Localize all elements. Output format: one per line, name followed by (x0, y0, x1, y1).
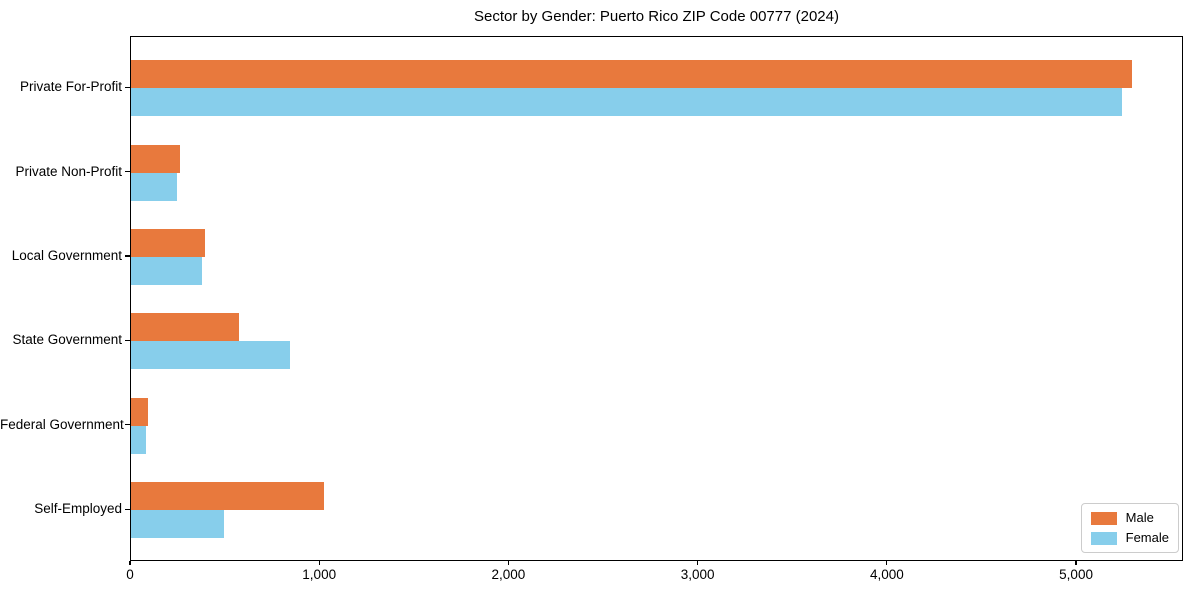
x-axis-tick (318, 561, 320, 565)
legend-entry-female: Female (1090, 530, 1169, 545)
y-axis-label-local-government: Local Government (11, 248, 122, 263)
x-axis-label-4-000: 4,000 (869, 567, 904, 582)
legend-label-male: Male (1125, 510, 1154, 525)
bar-female-private-for-profit (131, 88, 1122, 117)
bar-female-federal-government (131, 425, 146, 454)
x-axis-label-0: 0 (126, 567, 134, 582)
x-axis-tick (1075, 561, 1077, 565)
x-axis-tick (697, 561, 699, 565)
bar-female-self-employed (131, 510, 224, 539)
y-axis-tick (125, 255, 130, 257)
bar-male-local-government (131, 228, 205, 257)
bar-group-private-non-profit (131, 130, 1182, 214)
legend-entry-male: Male (1090, 510, 1169, 525)
bar-male-private-for-profit (131, 60, 1132, 89)
bar-female-state-government (131, 341, 290, 370)
y-axis-tick (125, 424, 130, 426)
bar-group-federal-government (131, 384, 1182, 468)
bar-male-state-government (131, 313, 239, 342)
y-axis-label-private-for-profit: Private For-Profit (19, 79, 122, 95)
x-axis-tick (886, 561, 888, 565)
bar-male-private-non-profit (131, 144, 181, 173)
bar-male-federal-government (131, 397, 148, 426)
bar-group-local-government (131, 215, 1182, 299)
y-axis-tick (125, 86, 130, 88)
x-axis-tick (129, 561, 131, 565)
legend-swatch-male (1090, 511, 1117, 525)
y-axis-label-private-non-profit: Private Non-Profit (15, 163, 122, 179)
y-axis-label-federal-government: Federal Government (0, 416, 124, 432)
plot-area: Male Female (130, 36, 1183, 561)
x-axis-label-2-000: 2,000 (491, 567, 526, 582)
y-axis-tick (125, 508, 130, 510)
bar-group-private-for-profit (131, 46, 1182, 130)
bar-male-self-employed (131, 482, 324, 511)
y-axis-tick (125, 339, 130, 341)
x-axis-label-3-000: 3,000 (680, 567, 715, 582)
bars-container (131, 37, 1182, 560)
bar-female-private-non-profit (131, 172, 178, 201)
bar-female-local-government (131, 256, 203, 285)
y-axis-label-state-government: State Government (12, 332, 122, 348)
x-axis-label-1-000: 1,000 (302, 567, 337, 582)
legend-swatch-female (1090, 531, 1117, 545)
chart-title: Sector by Gender: Puerto Rico ZIP Code 0… (474, 8, 839, 25)
legend: Male Female (1080, 503, 1179, 553)
legend-label-female: Female (1125, 530, 1169, 545)
bar-group-state-government (131, 299, 1182, 383)
y-axis-tick (125, 171, 130, 173)
x-axis-tick (507, 561, 510, 565)
y-axis-label-self-employed: Self-Employed (34, 501, 122, 517)
x-axis-label-5-000: 5,000 (1059, 567, 1093, 582)
bar-group-self-employed (131, 468, 1182, 552)
